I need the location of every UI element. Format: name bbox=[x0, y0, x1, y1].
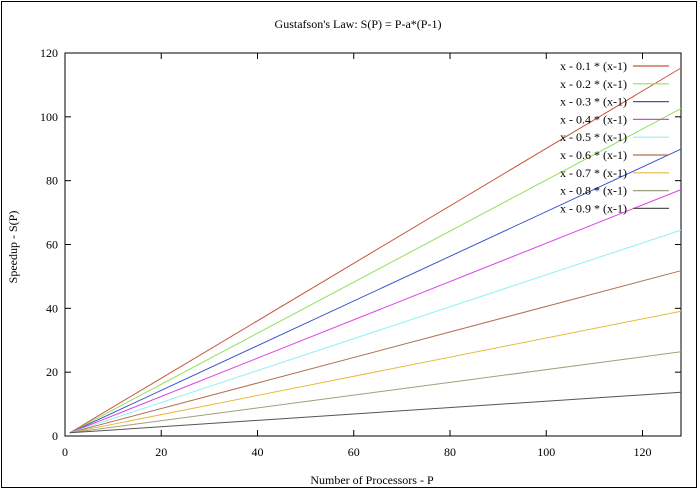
legend-label: x - 0.4 * (x-1) bbox=[560, 112, 627, 126]
legend-label: x - 0.2 * (x-1) bbox=[560, 77, 627, 91]
y-tick-label: 80 bbox=[46, 174, 58, 188]
series-line-5 bbox=[69, 229, 682, 434]
series-line-9 bbox=[69, 391, 682, 434]
series-line-4 bbox=[69, 189, 682, 434]
chart-title: Gustafson's Law: S(P) = P-a*(P-1) bbox=[275, 17, 442, 31]
x-tick-label: 40 bbox=[252, 445, 264, 459]
plot-area-border bbox=[64, 52, 682, 437]
legend-label: x - 0.8 * (x-1) bbox=[560, 184, 627, 198]
series-line-1 bbox=[69, 67, 682, 434]
legend-label: x - 0.1 * (x-1) bbox=[560, 59, 627, 73]
y-tick-label: 60 bbox=[46, 238, 58, 252]
legend-label: x - 0.9 * (x-1) bbox=[560, 201, 627, 215]
y-tick-label: 120 bbox=[40, 46, 58, 60]
y-tick-label: 40 bbox=[46, 301, 58, 315]
x-tick-label: 0 bbox=[62, 445, 68, 459]
series-line-8 bbox=[69, 351, 682, 434]
legend-label: x - 0.6 * (x-1) bbox=[560, 148, 627, 162]
series-line-2 bbox=[69, 108, 682, 434]
x-tick-label: 80 bbox=[444, 445, 456, 459]
y-tick-label: 0 bbox=[52, 429, 58, 443]
y-axis-label: Speedup - S(P) bbox=[6, 211, 20, 284]
legend-label: x - 0.7 * (x-1) bbox=[560, 166, 627, 180]
x-tick-label: 60 bbox=[348, 445, 360, 459]
x-axis-label: Number of Processors - P bbox=[310, 473, 434, 487]
series-line-3 bbox=[69, 148, 682, 434]
x-tick-label: 100 bbox=[537, 445, 555, 459]
legend-label: x - 0.5 * (x-1) bbox=[560, 130, 627, 144]
x-tick-label: 120 bbox=[634, 445, 652, 459]
y-tick-label: 20 bbox=[46, 365, 58, 379]
y-tick-label: 100 bbox=[40, 110, 58, 124]
legend-label: x - 0.3 * (x-1) bbox=[560, 95, 627, 109]
series-line-7 bbox=[69, 310, 682, 434]
x-tick-label: 20 bbox=[155, 445, 167, 459]
series-line-6 bbox=[69, 270, 682, 434]
